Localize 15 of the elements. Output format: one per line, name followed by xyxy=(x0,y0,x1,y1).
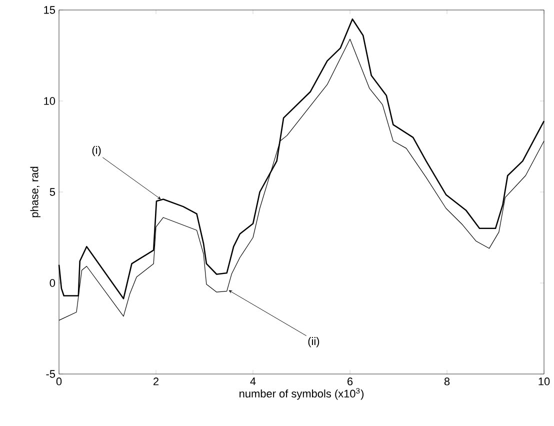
x-tick-label: 6 xyxy=(348,378,353,386)
x-tick-label: 10 xyxy=(538,378,550,386)
x-tick-label: 0 xyxy=(56,378,62,386)
annotation: (ii) xyxy=(308,337,320,348)
x-tick-label: 4 xyxy=(250,378,256,386)
x-axis-title: number of symbols (x10$^{3}$) xyxy=(240,388,364,400)
x-tick-label: 8 xyxy=(444,378,450,386)
x-tick-label: 2 xyxy=(154,378,159,386)
y-tick-label: -5 xyxy=(46,370,56,378)
y-tick-label: 15 xyxy=(44,6,56,14)
y-tick-label: 0 xyxy=(50,279,56,287)
y-axis-title: phase, rad xyxy=(30,166,40,218)
y-tick-label: 5 xyxy=(50,188,56,196)
annotation: (i) xyxy=(92,146,101,156)
y-tick-label: 10 xyxy=(44,97,56,105)
